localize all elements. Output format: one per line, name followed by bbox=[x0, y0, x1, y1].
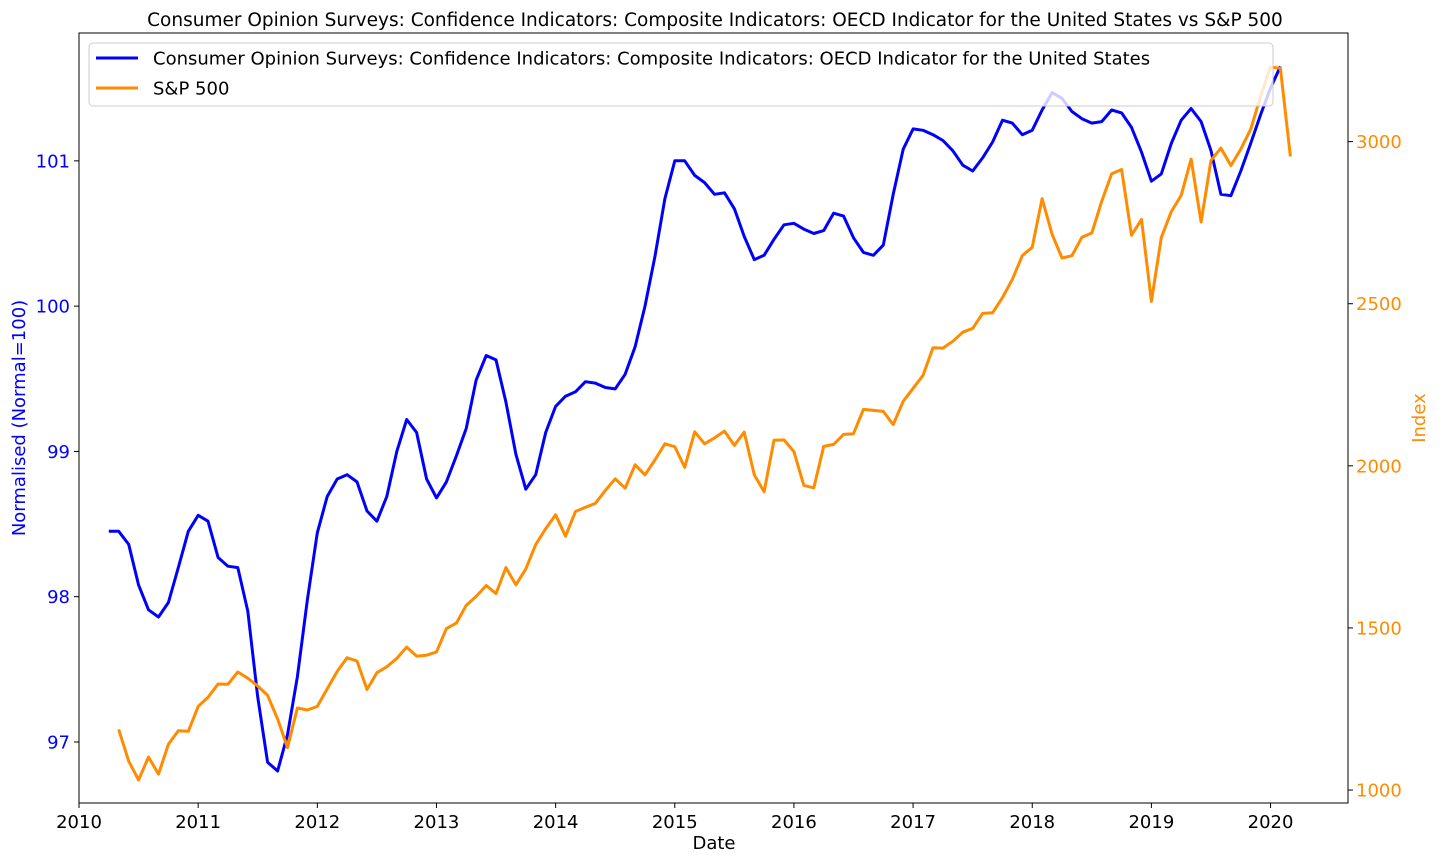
y-left-tick-label: 98 bbox=[47, 587, 70, 608]
y-axis-label-right: Index bbox=[1409, 393, 1430, 443]
plot-area bbox=[108, 65, 1292, 782]
y-axis-label-left: Normalised (Normal=100) bbox=[9, 300, 30, 536]
x-tick-label: 2014 bbox=[533, 812, 579, 833]
legend-box bbox=[88, 42, 1274, 107]
legend-label-sp500: S&P 500 bbox=[153, 79, 229, 100]
x-tick-label: 2011 bbox=[175, 812, 221, 833]
x-tick-label: 2019 bbox=[1128, 812, 1174, 833]
y-right-tick-label: 2500 bbox=[1356, 294, 1402, 315]
plot-frame bbox=[78, 32, 1349, 804]
y-left-tick-label: 99 bbox=[47, 442, 70, 463]
series-line-sp500 bbox=[117, 65, 1292, 782]
y-left-tick-label: 101 bbox=[36, 151, 70, 172]
y-right-tick-label: 3000 bbox=[1356, 132, 1402, 153]
legend: Consumer Opinion Surveys: Confidence Ind… bbox=[88, 42, 1274, 107]
y-axis-right: 1000 1500 2000 2500 3000 bbox=[1348, 132, 1402, 802]
y-axis-left: 97 98 99 100 101 bbox=[36, 151, 79, 753]
x-tick-label: 2020 bbox=[1248, 812, 1294, 833]
x-tick-label: 2016 bbox=[771, 812, 817, 833]
y-right-tick-label: 2000 bbox=[1356, 456, 1402, 477]
x-axis-label: Date bbox=[692, 833, 735, 854]
y-right-tick-label: 1000 bbox=[1356, 781, 1402, 802]
y-left-tick-label: 97 bbox=[47, 732, 70, 753]
x-tick-label: 2017 bbox=[890, 812, 936, 833]
y-right-tick-label: 1500 bbox=[1356, 618, 1402, 639]
x-tick-label: 2015 bbox=[652, 812, 698, 833]
x-tick-label: 2012 bbox=[294, 812, 340, 833]
chart-title: Consumer Opinion Surveys: Confidence Ind… bbox=[147, 10, 1283, 31]
x-tick-label: 2018 bbox=[1009, 812, 1055, 833]
x-tick-label: 2013 bbox=[414, 812, 460, 833]
legend-label-oecd: Consumer Opinion Surveys: Confidence Ind… bbox=[153, 49, 1150, 70]
x-tick-label: 2010 bbox=[56, 812, 102, 833]
series-line-oecd bbox=[108, 65, 1282, 773]
y-left-tick-label: 100 bbox=[36, 297, 70, 318]
x-axis: 2010 2011 2012 2013 2014 2015 2016 2017 2018 2019… bbox=[56, 803, 1293, 833]
